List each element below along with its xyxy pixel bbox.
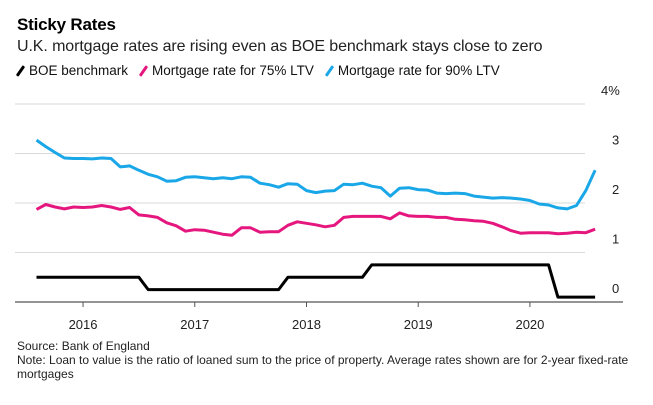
y-tick-label: 4%	[601, 83, 620, 98]
legend-item-boe: BOE benchmark	[15, 63, 128, 78]
chart-subtitle: U.K. mortgage rates are rising even as B…	[17, 38, 543, 55]
legend: BOE benchmark Mortgage rate for 75% LTV …	[15, 63, 510, 78]
x-tick-label: 2019	[404, 317, 433, 332]
footer: Source: Bank of England Note: Loan to va…	[17, 339, 637, 381]
y-tick-label: 2	[612, 182, 619, 197]
gridlines	[15, 103, 585, 253]
y-tick-label: 1	[612, 232, 619, 247]
legend-label-ltv75: Mortgage rate for 75% LTV	[152, 63, 314, 78]
legend-label-ltv90: Mortgage rate for 90% LTV	[337, 63, 500, 78]
x-tick-label: 2018	[292, 317, 321, 332]
series-line-ltv90	[35, 138, 597, 211]
series-lines	[35, 138, 597, 299]
legend-item-ltv75: Mortgage rate for 75% LTV	[138, 63, 314, 78]
x-axis: 2016 2017 2018 2019 2020	[15, 301, 623, 332]
y-tick-label: 0	[612, 281, 619, 296]
x-tick-label: 2020	[515, 317, 544, 332]
source-note: Source: Bank of England	[17, 339, 150, 353]
chart-title: Sticky Rates	[17, 15, 116, 34]
x-tick-label: 2016	[69, 317, 98, 332]
y-tick-label: 3	[612, 133, 619, 148]
series-line-ltv75	[35, 203, 596, 237]
y-tick-labels: 0 1 2 3 4%	[601, 83, 620, 296]
legend-item-ltv90: Mortgage rate for 90% LTV	[324, 63, 500, 78]
series-line-boe	[36, 263, 596, 299]
footnote: Note: Loan to value is the ratio of loan…	[17, 353, 629, 381]
x-tick-label: 2017	[180, 317, 209, 332]
legend-label-boe: BOE benchmark	[29, 63, 129, 78]
